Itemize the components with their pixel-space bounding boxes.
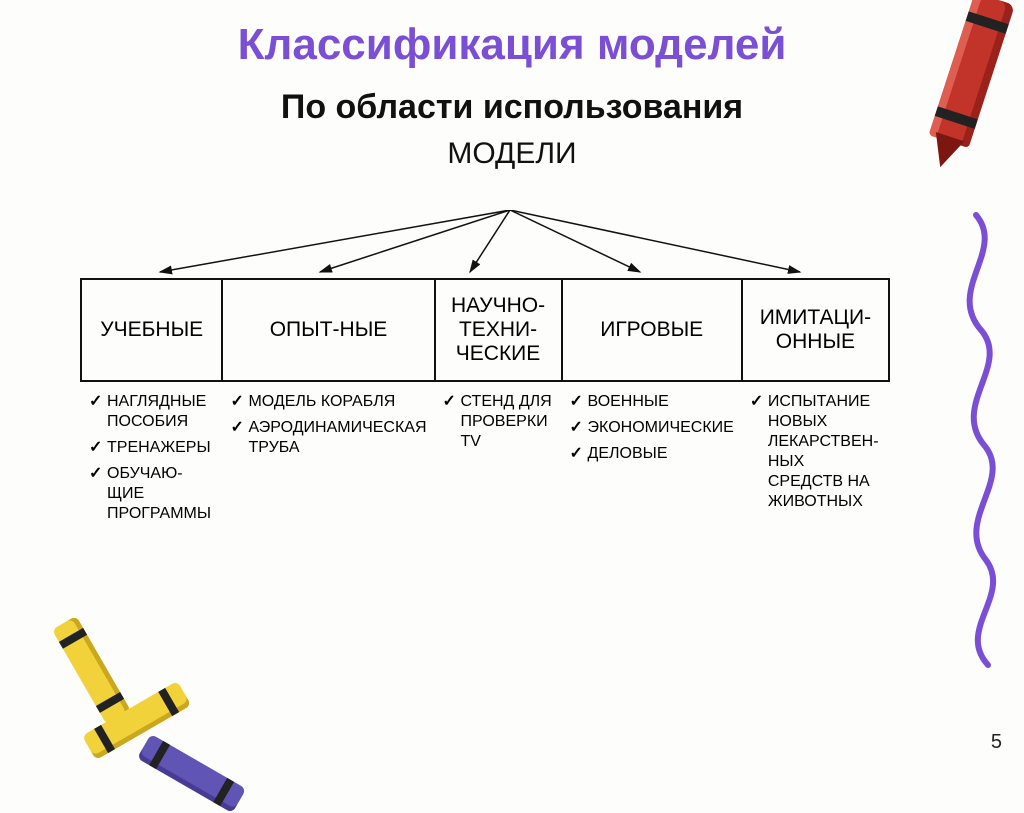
list-item: ОБУЧАЮ-ЩИЕ ПРОГРАММЫ [89,464,214,524]
category-items: ИСПЫТАНИЕ НОВЫХ ЛЕКАРСТВЕН-НЫХ СРЕДСТВ Н… [742,381,889,530]
categories-table: УЧЕБНЫЕОПЫТ-НЫЕНАУЧНО-ТЕХНИ-ЧЕСКИЕИГРОВЫ… [80,278,890,530]
category-items: НАГЛЯДНЫЕ ПОСОБИЯ ТРЕНАЖЕРЫ ОБУЧАЮ-ЩИЕ ПРО… [81,381,222,530]
list-item: ДЕЛОВЫЕ [570,444,734,464]
category-header: ИГРОВЫЕ [562,279,742,381]
category-items: ВОЕННЫЕ ЭКОНОМИЧЕСКИЕ ДЕЛОВЫЕ [562,381,742,530]
list-item: ЭКОНОМИЧЕСКИЕ [570,418,734,438]
list-item: НАГЛЯДНЫЕ ПОСОБИЯ [89,392,214,432]
list-item: АЭРОДИНАМИЧЕСКАЯ ТРУБА [230,418,426,458]
page-number: 5 [991,731,1002,754]
list-item: СТЕНД ДЛЯ ПРОВЕРКИ TV [443,392,554,452]
list-item: ИСПЫТАНИЕ НОВЫХ ЛЕКАРСТВЕН-НЫХ СРЕДСТВ Н… [750,392,881,512]
list-item: МОДЕЛЬ КОРАБЛЯ [230,392,426,412]
crayons-bottom-icon [35,608,225,758]
slide: Классификация моделей По области использ… [0,0,1024,768]
list-item: ВОЕННЫЕ [570,392,734,412]
fanout-arrows [0,210,1024,280]
category-header: НАУЧНО-ТЕХНИ-ЧЕСКИЕ [435,279,562,381]
category-header: ИМИТАЦИ-ОННЫЕ [742,279,889,381]
category-header: УЧЕБНЫЕ [81,279,222,381]
category-items: МОДЕЛЬ КОРАБЛЯ АЭРОДИНАМИЧЕСКАЯ ТРУБА [222,381,434,530]
category-header: ОПЫТ-НЫЕ [222,279,434,381]
slide-title: Классификация моделей [0,0,1024,70]
slide-subtitle: По области использования [0,88,1024,127]
squiggle-purple-icon [946,210,1016,680]
category-items: СТЕНД ДЛЯ ПРОВЕРКИ TV [435,381,562,530]
categories-items-row: НАГЛЯДНЫЕ ПОСОБИЯ ТРЕНАЖЕРЫ ОБУЧАЮ-ЩИЕ ПРО… [81,381,889,530]
categories-header-row: УЧЕБНЫЕОПЫТ-НЫЕНАУЧНО-ТЕХНИ-ЧЕСКИЕИГРОВЫ… [81,279,889,381]
root-node: МОДЕЛИ [0,137,1024,171]
list-item: ТРЕНАЖЕРЫ [89,438,214,458]
